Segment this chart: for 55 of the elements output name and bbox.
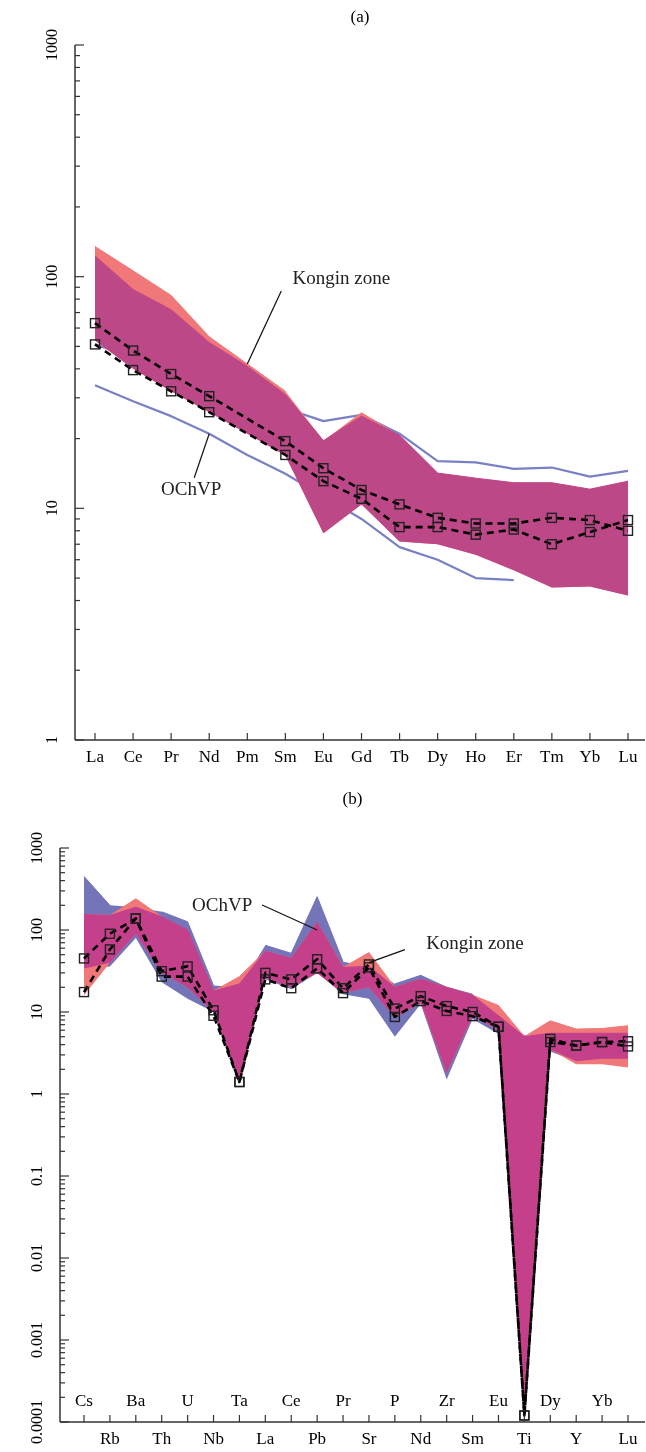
- x-tick-label: U: [181, 1390, 194, 1410]
- x-tick-label: Y: [570, 1428, 583, 1448]
- x-tick-label: Yb: [591, 1390, 613, 1410]
- x-tick-label: Eu: [313, 746, 334, 766]
- y-tick-label: 0.0001: [27, 1400, 45, 1444]
- x-tick-label: Tb: [390, 746, 410, 766]
- x-tick-label: Lu: [618, 1428, 638, 1448]
- x-tick-label: Pb: [308, 1428, 327, 1448]
- x-tick-label: Ti: [517, 1428, 532, 1448]
- y-tick-label: 0.001: [27, 1322, 45, 1358]
- x-tick-label: Er: [505, 746, 523, 766]
- chart-title: (a): [350, 6, 370, 26]
- x-tick-label: Nd: [198, 746, 221, 766]
- x-tick-label: Rb: [99, 1428, 120, 1448]
- annotation: OChVP: [192, 894, 253, 916]
- x-tick-label: Zr: [438, 1390, 456, 1410]
- annotation: Kongin zone: [426, 931, 524, 953]
- y-tick-label: 0.01: [27, 1244, 45, 1272]
- x-tick-label: Ce: [123, 746, 143, 766]
- x-tick-label: Sm: [461, 1428, 484, 1448]
- x-tick-label: Ho: [465, 746, 487, 766]
- y-tick-label: 1: [42, 736, 60, 744]
- x-tick-label: Pr: [163, 746, 180, 766]
- y-tick-label: 100: [27, 918, 45, 942]
- x-tick-label: Eu: [489, 1390, 509, 1410]
- x-tick-label: Sm: [274, 746, 297, 766]
- x-tick-label: Lu: [618, 746, 638, 766]
- x-tick-label: Dy: [539, 1390, 562, 1410]
- x-tick-label: Dy: [427, 746, 449, 766]
- x-tick-label: Yb: [579, 746, 601, 766]
- annotation: Kongin zone: [292, 267, 391, 289]
- y-tick-label: 0.1: [27, 1166, 45, 1186]
- x-tick-label: Cs: [75, 1390, 93, 1410]
- x-tick-label: Pm: [235, 746, 259, 766]
- x-tick-label: Ce: [281, 1390, 301, 1410]
- x-tick-label: P: [390, 1390, 400, 1410]
- x-tick-label: Tm: [540, 746, 564, 766]
- annotation: OChVP: [161, 478, 222, 500]
- x-tick-label: Pr: [335, 1390, 351, 1410]
- x-tick-label: La: [256, 1428, 275, 1448]
- x-tick-label: La: [86, 746, 105, 766]
- y-tick-label: 10: [27, 1004, 45, 1020]
- x-tick-label: Nd: [410, 1428, 432, 1448]
- x-tick-label: Th: [152, 1428, 172, 1448]
- x-tick-label: Sr: [361, 1428, 377, 1448]
- y-tick-label: 1000: [27, 832, 45, 864]
- x-tick-label: Nb: [203, 1428, 224, 1448]
- y-tick-label: 1: [27, 1090, 45, 1098]
- x-tick-label: Gd: [351, 746, 373, 766]
- x-tick-label: Ta: [231, 1390, 249, 1410]
- y-tick-label: 100: [42, 264, 60, 289]
- y-tick-label: 10: [42, 500, 60, 517]
- x-tick-label: Ba: [126, 1390, 146, 1410]
- chart-title: (b): [342, 788, 363, 808]
- y-tick-label: 1000: [42, 29, 60, 61]
